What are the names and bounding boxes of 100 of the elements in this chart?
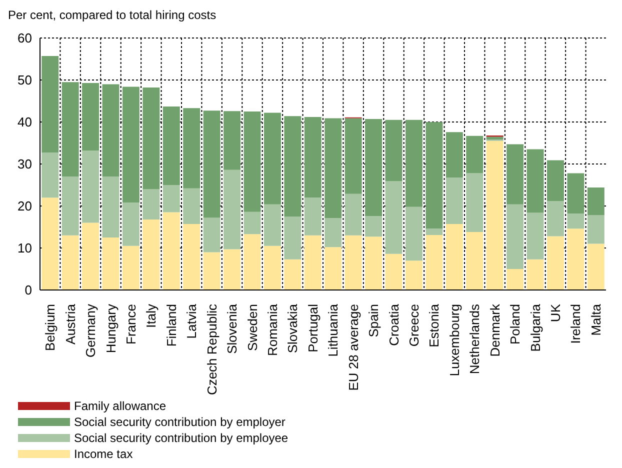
bar (82, 150, 100, 223)
bar (284, 116, 302, 216)
y-tick-label: 50 (18, 72, 32, 88)
bar (506, 204, 524, 269)
y-tick-label: 0 (24, 282, 32, 298)
x-tick-label: Spain (366, 304, 382, 338)
x-tick-label: Portugal (305, 304, 320, 352)
bar (264, 204, 281, 246)
bar (365, 119, 382, 216)
x-tick-label: Luxembourg (446, 304, 462, 376)
bar (244, 234, 261, 290)
x-tick-label: Belgium (42, 304, 58, 351)
bar (526, 149, 544, 213)
x-tick-label: Sweden (244, 304, 260, 351)
bar (284, 259, 302, 290)
bar (587, 215, 604, 244)
bar (162, 185, 180, 212)
x-tick-label: Czech Republic (204, 304, 220, 396)
bar (546, 200, 564, 236)
bar (82, 222, 100, 290)
x-tick-label: Romania (264, 303, 280, 356)
bar (224, 249, 241, 290)
bar (546, 236, 564, 290)
bar (244, 212, 261, 234)
legend-label: Social security contribution by employee (74, 431, 288, 445)
legend-label: Social security contribution by employer (74, 415, 286, 429)
bar (426, 122, 443, 229)
bar (62, 82, 79, 177)
bar (264, 112, 281, 204)
bar (324, 118, 342, 218)
bar (142, 189, 160, 220)
x-tick-label: Finland (164, 304, 179, 347)
bar (526, 212, 544, 260)
bar (62, 176, 79, 236)
bar (546, 160, 564, 201)
bar (82, 82, 100, 151)
x-tick-label: Lithuania (326, 303, 341, 357)
bar (324, 247, 342, 290)
bar (183, 224, 200, 290)
legend-label: Income tax (74, 447, 133, 461)
bar (304, 198, 322, 236)
bar (446, 224, 463, 290)
bar (446, 177, 463, 224)
bar (426, 234, 443, 290)
bar (42, 56, 59, 153)
bar (385, 254, 402, 290)
bar (203, 110, 220, 218)
bar (405, 120, 422, 207)
bar (365, 236, 382, 290)
bar (405, 206, 422, 261)
bar (42, 198, 59, 290)
x-tick-label: UK (548, 304, 563, 322)
bar (567, 228, 584, 290)
bar (142, 88, 160, 190)
bar (466, 136, 484, 174)
bar (446, 132, 463, 178)
x-tick-label: Austria (62, 303, 78, 344)
bar (122, 86, 140, 203)
y-tick-label: 40 (18, 114, 32, 130)
y-tick-label: 10 (18, 240, 32, 256)
bar (224, 170, 241, 250)
bar (224, 111, 241, 170)
x-tick-label: Malta (588, 303, 604, 336)
bar (344, 194, 362, 236)
bar (506, 269, 524, 290)
bar (486, 140, 504, 290)
bar (62, 235, 79, 290)
bar (183, 188, 200, 224)
x-tick-label: Hungary (103, 304, 118, 354)
bar (203, 252, 220, 290)
x-tick-label: EU 28 average (346, 304, 361, 391)
bar (264, 246, 281, 290)
x-tick-label: Netherlands (467, 304, 482, 374)
x-tick-label: France (123, 304, 138, 344)
bar (162, 106, 180, 185)
bar (426, 228, 443, 235)
bar (304, 235, 322, 290)
bar (385, 181, 402, 254)
y-tick-label: 20 (18, 198, 32, 214)
bar (466, 173, 484, 232)
bar (183, 108, 200, 188)
bar (102, 238, 120, 290)
x-tick-label: Ireland (568, 304, 584, 344)
x-tick-label: Poland (508, 304, 523, 344)
bar (142, 219, 160, 290)
bar (42, 152, 59, 198)
x-tick-label: Estonia (426, 303, 442, 348)
x-tick-label: Germany (83, 304, 98, 358)
x-tick-label: Slovakia (285, 303, 300, 354)
bar (526, 259, 544, 290)
bar (365, 216, 382, 237)
bar (304, 116, 322, 198)
bar (385, 120, 402, 182)
x-tick-label: Denmark (487, 304, 502, 357)
bar (344, 235, 362, 290)
y-tick-label: 30 (18, 156, 32, 172)
bar (466, 232, 484, 290)
x-tick-label: Croatia (386, 303, 402, 346)
bar (344, 118, 362, 194)
x-tick-label: Latvia (184, 303, 200, 339)
